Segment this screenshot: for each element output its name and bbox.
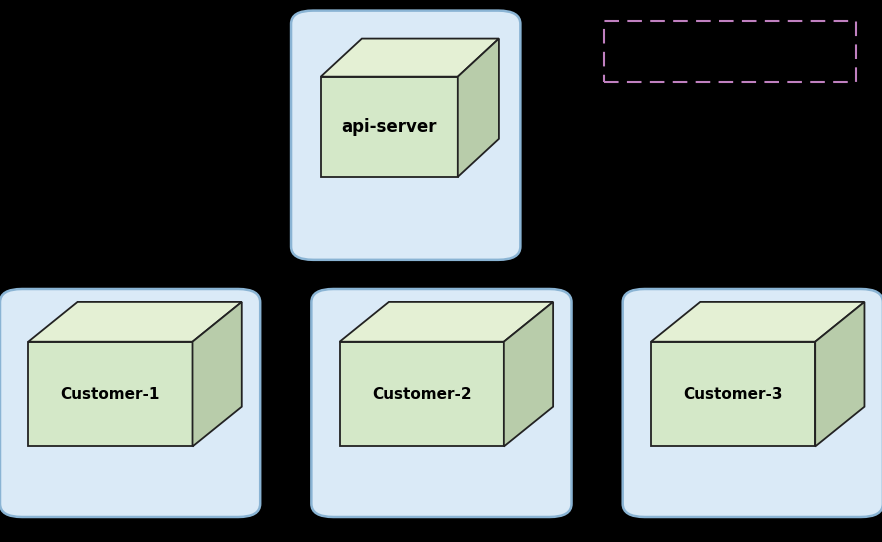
FancyBboxPatch shape bbox=[623, 289, 882, 517]
Text: Worker Node 1: Worker Node 1 bbox=[61, 522, 199, 540]
Polygon shape bbox=[340, 341, 504, 447]
Text: Customer-1: Customer-1 bbox=[61, 386, 160, 402]
Text: Worker Node 2: Worker Node 2 bbox=[371, 522, 512, 540]
Polygon shape bbox=[321, 76, 458, 177]
Text: api-server: api-server bbox=[341, 118, 437, 136]
Text: Customer-2: Customer-2 bbox=[372, 386, 472, 402]
Polygon shape bbox=[458, 38, 499, 177]
Text: Master Node: Master Node bbox=[346, 265, 466, 283]
Polygon shape bbox=[651, 341, 815, 447]
Text: Worker Node 3: Worker Node 3 bbox=[683, 522, 823, 540]
Polygon shape bbox=[651, 302, 864, 341]
Polygon shape bbox=[504, 302, 553, 447]
Polygon shape bbox=[321, 38, 499, 76]
Polygon shape bbox=[192, 302, 242, 447]
FancyBboxPatch shape bbox=[291, 11, 520, 260]
FancyBboxPatch shape bbox=[0, 289, 260, 517]
Polygon shape bbox=[28, 341, 192, 447]
Polygon shape bbox=[28, 302, 242, 341]
Polygon shape bbox=[815, 302, 864, 447]
Text: Customer-3: Customer-3 bbox=[684, 386, 783, 402]
Polygon shape bbox=[340, 302, 553, 341]
FancyBboxPatch shape bbox=[311, 289, 572, 517]
